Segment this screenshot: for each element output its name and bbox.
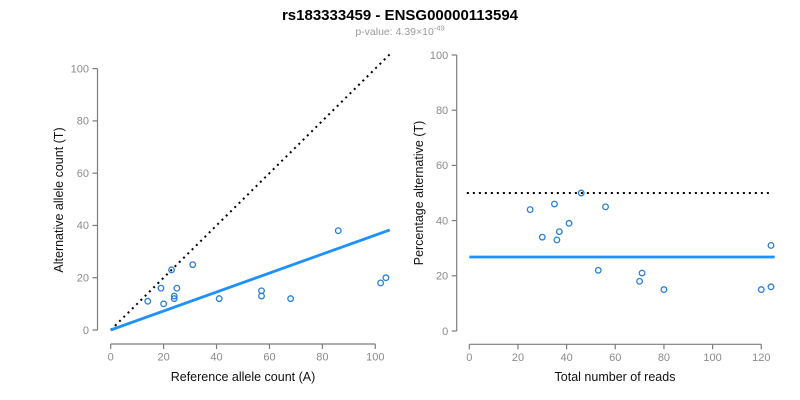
y-tick-label: 0 — [442, 326, 448, 338]
y-tick-label: 80 — [436, 105, 448, 117]
y-axis-title: Percentage alternative (T) — [412, 121, 426, 266]
y-tick-label: 100 — [430, 50, 448, 62]
data-point — [602, 203, 609, 211]
y-tick-label: 80 — [77, 116, 89, 128]
x-tick-label: 20 — [157, 352, 169, 364]
identity-line — [109, 53, 391, 331]
percentage-vs-reads-scatter: 0 20 40 60 80 100 0 20 40 60 80 100 120 Total number … — [412, 50, 775, 384]
data-point — [636, 277, 644, 285]
data-point — [170, 292, 178, 300]
y-tick-label: 20 — [436, 271, 448, 283]
x-tick-label: 40 — [210, 352, 222, 364]
x-tick-label: 80 — [658, 352, 670, 364]
x-axis: 0 20 40 60 80 100 120 — [466, 343, 770, 364]
data-point — [377, 279, 385, 287]
data-point — [160, 300, 168, 308]
data-point — [189, 261, 197, 269]
data-point — [173, 284, 181, 292]
x-tick-label: 100 — [366, 352, 384, 364]
data-point — [215, 295, 223, 303]
pvalue-text: p-value: 4.39×10 — [355, 26, 434, 38]
y-tick-label: 100 — [71, 63, 89, 75]
y-tick-label: 60 — [77, 168, 89, 180]
x-tick-label: 80 — [316, 352, 328, 364]
data-point — [565, 219, 573, 227]
x-axis: 0 20 40 60 80 100 — [108, 343, 384, 364]
pvalue-exponent: -49 — [433, 23, 445, 33]
data-point — [334, 227, 342, 235]
data-points — [526, 189, 775, 294]
data-point — [287, 295, 295, 303]
data-points — [144, 227, 390, 308]
data-point — [144, 297, 152, 305]
figure-title: rs183333459 - ENSG00000113594 — [281, 7, 519, 24]
x-axis-title: Total number of reads — [555, 370, 676, 384]
data-point — [258, 287, 265, 295]
x-tick-label: 0 — [108, 352, 114, 364]
x-axis-title: Reference allele count (A) — [171, 370, 316, 384]
data-point — [538, 233, 546, 241]
fit-line — [110, 228, 391, 332]
x-tick-label: 60 — [263, 352, 275, 364]
data-point — [767, 283, 775, 291]
data-point — [577, 189, 585, 197]
y-axis: 0 20 40 60 80 100 — [430, 50, 458, 338]
data-point — [638, 269, 646, 277]
x-tick-label: 20 — [512, 352, 524, 364]
y-axis: 0 20 40 60 80 100 — [71, 63, 99, 337]
data-point — [168, 266, 176, 274]
y-tick-label: 0 — [83, 325, 89, 337]
y-tick-label: 60 — [436, 160, 448, 172]
y-tick-label: 40 — [77, 220, 89, 232]
data-point — [757, 286, 765, 294]
data-point — [553, 236, 561, 244]
x-tick-label: 60 — [609, 352, 621, 364]
data-point — [767, 241, 775, 249]
x-tick-label: 100 — [703, 352, 721, 364]
data-point — [555, 228, 563, 236]
data-point — [526, 206, 534, 214]
x-tick-label: 0 — [466, 352, 472, 364]
figure-subtitle: p-value: 4.39×10-49 — [0, 23, 800, 38]
x-tick-label: 40 — [560, 352, 572, 364]
y-axis-title: Alternative allele count (T) — [52, 127, 66, 272]
x-tick-label: 120 — [752, 352, 770, 364]
data-point — [660, 286, 668, 294]
data-point — [594, 266, 602, 274]
data-point — [170, 295, 178, 303]
data-point — [157, 284, 165, 292]
y-tick-label: 20 — [77, 273, 89, 285]
allele-counts-scatter: 0 20 40 60 80 100 0 20 40 60 80 100 Reference allele… — [52, 53, 391, 384]
y-tick-label: 40 — [436, 215, 448, 227]
data-point — [551, 200, 558, 208]
data-point — [382, 274, 390, 282]
